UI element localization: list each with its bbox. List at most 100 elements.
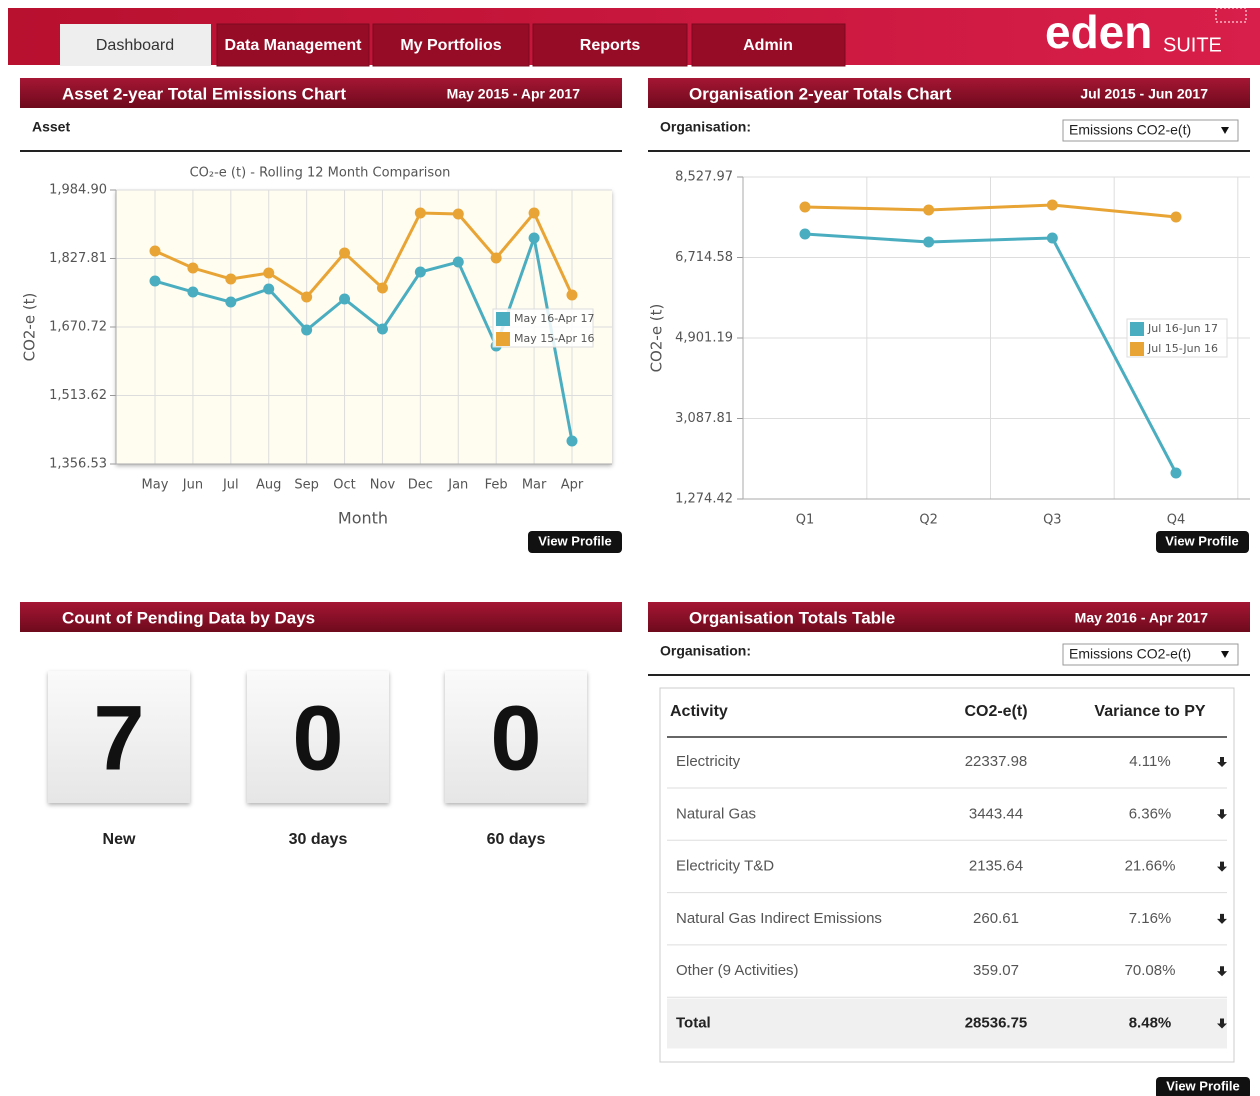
- x-tick-label: Nov: [370, 478, 396, 493]
- y-tick-label: 6,714.58: [675, 250, 733, 265]
- tab-active[interactable]: [60, 24, 211, 66]
- y-tick-label: 8,527.97: [675, 170, 733, 185]
- x-tick-label: May: [142, 478, 169, 493]
- table-total: 8.48%: [1129, 1014, 1172, 1031]
- data-point: [490, 252, 502, 264]
- data-point: [263, 283, 275, 295]
- select-value[interactable]: Emissions CO2-e(t): [1069, 646, 1191, 662]
- data-point: [799, 201, 811, 213]
- table-cell: Other (9 Activities): [676, 962, 799, 979]
- field-label: Organisation:: [660, 643, 751, 659]
- legend-label: May 15-Apr 16: [514, 332, 595, 345]
- tab-bg[interactable]: [372, 23, 530, 67]
- y-tick-label: 1,513.62: [49, 388, 107, 403]
- data-point: [414, 207, 426, 219]
- table-cell: 4.11%: [1129, 753, 1170, 770]
- view-profile-label[interactable]: View Profile: [1165, 533, 1238, 548]
- data-point: [339, 293, 351, 305]
- data-point: [225, 296, 237, 308]
- data-point: [1046, 232, 1058, 244]
- x-tick-label: Mar: [522, 478, 547, 493]
- data-point: [1046, 199, 1058, 211]
- select-value[interactable]: Emissions CO2-e(t): [1069, 122, 1191, 138]
- data-point: [301, 324, 313, 336]
- table-cell: 359.07: [973, 962, 1019, 979]
- data-point: [1170, 467, 1182, 479]
- chart-title: CO₂-e (t) - Rolling 12 Month Comparison: [190, 166, 451, 181]
- table-header: Variance to PY: [1094, 703, 1205, 720]
- view-profile[interactable]: [528, 531, 622, 553]
- panel-title: Organisation Totals Table: [689, 608, 895, 627]
- data-point: [414, 266, 426, 278]
- legend-swatch: [496, 332, 510, 346]
- x-tick-label: Apr: [561, 478, 584, 493]
- view-profile[interactable]: [1156, 531, 1249, 553]
- y-tick-label: 1,274.42: [675, 492, 733, 507]
- select-arrow[interactable]: [1221, 651, 1229, 658]
- data-point: [149, 245, 161, 257]
- table-header: CO2-e(t): [964, 703, 1027, 720]
- row-arrow: [1217, 757, 1227, 767]
- view-profile-label[interactable]: View Profile: [1166, 1078, 1239, 1093]
- select[interactable]: [1062, 643, 1239, 666]
- data-point: [339, 247, 351, 259]
- view-profile-label[interactable]: View Profile: [538, 533, 611, 548]
- data-point: [528, 207, 540, 219]
- table-cell: 21.66%: [1125, 858, 1176, 875]
- tab-bg[interactable]: [532, 23, 688, 67]
- row-arrow: [1217, 966, 1227, 977]
- row-arrow: [1217, 913, 1227, 924]
- table-cell: 70.08%: [1125, 962, 1176, 979]
- x-tick-label: Q4: [1167, 513, 1186, 528]
- legend-label: Jul 16-Jun 17: [1147, 322, 1218, 335]
- field-label: Asset: [32, 119, 70, 135]
- data-point: [923, 236, 935, 248]
- tab[interactable]: Dashboard: [96, 37, 174, 54]
- tab-bg[interactable]: [691, 23, 846, 67]
- count-label: 30 days: [289, 831, 348, 848]
- x-tick-label: Oct: [333, 478, 355, 493]
- tab-bg[interactable]: [216, 23, 370, 67]
- count-box: [247, 671, 389, 803]
- legend-label: Jul 15-Jun 16: [1147, 342, 1218, 355]
- select-arrow[interactable]: [1221, 127, 1229, 134]
- data-point: [528, 232, 540, 244]
- logo-suffix: SUITE: [1163, 34, 1222, 56]
- panel-period: May 2015 - Apr 2017: [447, 86, 581, 102]
- view-profile[interactable]: [1156, 1077, 1250, 1096]
- row-arrow: [1217, 1018, 1227, 1029]
- data-point: [187, 286, 199, 298]
- x-tick-label: Jun: [182, 478, 203, 493]
- table-cell: 3443.44: [969, 805, 1023, 822]
- panel-title: Organisation 2-year Totals Chart: [689, 84, 952, 103]
- x-tick-label: Q1: [796, 513, 815, 528]
- panel-title: Count of Pending Data by Days: [62, 608, 315, 627]
- series-line: [804, 203, 1177, 219]
- data-point: [452, 256, 464, 268]
- tab[interactable]: Admin: [743, 37, 793, 54]
- x-tick-label: Q3: [1043, 513, 1062, 528]
- count-box: [48, 671, 190, 803]
- series-line: [154, 210, 574, 299]
- panel-header: [20, 602, 622, 632]
- table-total: 28536.75: [965, 1014, 1028, 1031]
- table-cell: Natural Gas Indirect Emissions: [676, 910, 882, 927]
- y-tick-label: 1,827.81: [49, 251, 107, 266]
- x-tick-label: Jan: [447, 478, 468, 493]
- y-axis-label: CO2-e (t): [21, 293, 39, 362]
- tab[interactable]: Data Management: [225, 37, 363, 54]
- legend-swatch: [1130, 342, 1144, 356]
- y-tick-label: 4,901.19: [675, 331, 733, 346]
- panel-header: [20, 78, 622, 108]
- tab[interactable]: My Portfolios: [400, 37, 501, 54]
- table-cell: Natural Gas: [676, 805, 756, 822]
- legend-swatch: [496, 312, 510, 326]
- data-point: [225, 273, 237, 285]
- logo: eden: [1045, 6, 1152, 58]
- select[interactable]: [1062, 119, 1239, 142]
- tab[interactable]: Reports: [580, 37, 641, 54]
- x-axis-label: Month: [338, 509, 388, 528]
- y-axis-label: CO2-e (t): [648, 304, 666, 373]
- count-value: 0: [490, 687, 541, 789]
